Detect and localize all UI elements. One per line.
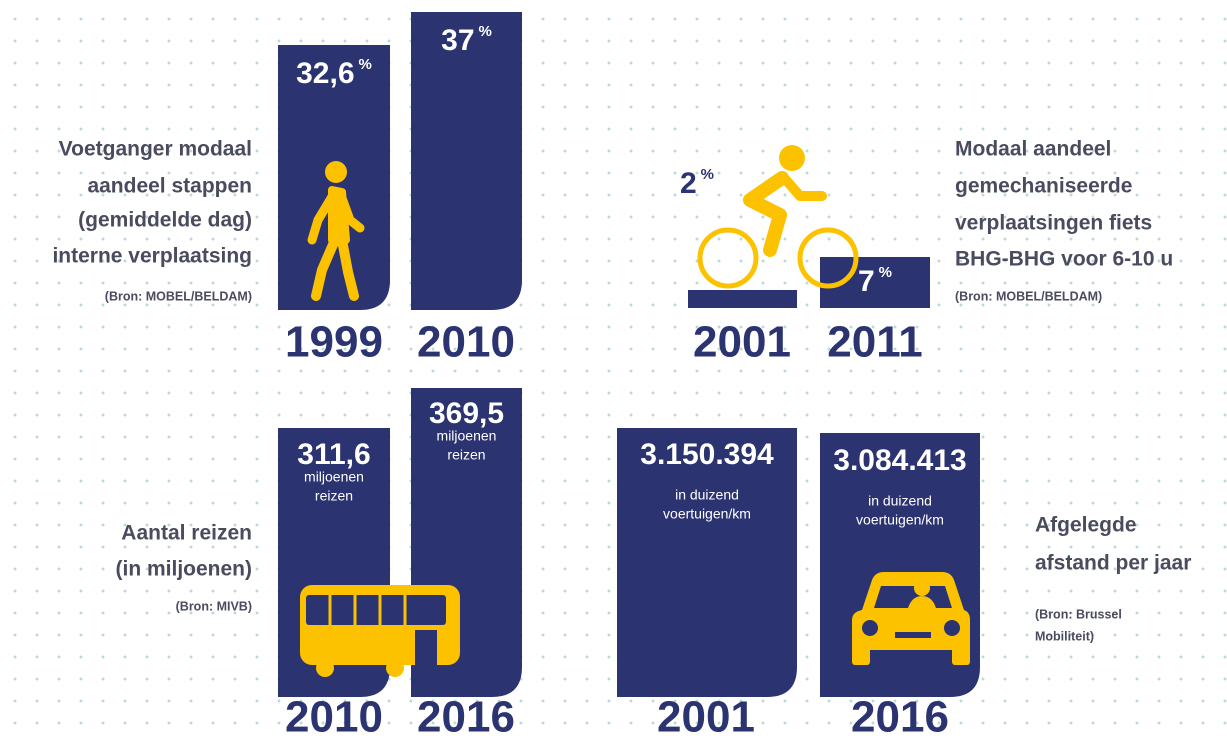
unit: % [879, 264, 892, 281]
panel-label: Afgelegde [1035, 514, 1137, 537]
value-label: 7% [858, 264, 892, 298]
value-label: 37% [441, 23, 492, 57]
value-label: 3.084.413 [833, 444, 966, 477]
value-label: 2% [680, 166, 714, 200]
panel-label: gemechaniseerde [955, 175, 1132, 198]
year-label: 2010 [285, 693, 383, 738]
unit-label: in duizend [675, 487, 739, 503]
panel-label: Aantal reizen [121, 522, 252, 545]
value: 311,6 [297, 438, 370, 471]
panel-label: (in miljoenen) [116, 558, 253, 581]
panel-label: BHG-BHG voor 6-10 u [955, 248, 1173, 271]
source-note: (Bron: MOBEL/BELDAM) [955, 289, 1102, 303]
unit-label: in duizend [868, 493, 932, 509]
value: 2 [680, 167, 697, 200]
panel-label: afstand per jaar [1035, 552, 1191, 575]
bus-icon [300, 585, 460, 677]
value: 32,6 [296, 57, 354, 90]
value: 3.150.394 [640, 438, 774, 471]
unit-label: voertuigen/km [856, 512, 944, 528]
unit: % [479, 23, 492, 40]
value: 3.084.413 [833, 444, 966, 477]
source-note: (Bron: Brussel [1035, 607, 1122, 621]
value: 7 [858, 265, 875, 298]
bar [411, 12, 522, 310]
source-note: (Bron: MIVB) [176, 599, 252, 613]
car-icon [852, 572, 970, 665]
value-label: 32,6% [296, 56, 372, 90]
year-label: 2016 [417, 693, 515, 738]
value-label: 369,5 [429, 397, 504, 430]
source-note: Mobiliteit) [1035, 629, 1094, 643]
year-label: 2016 [851, 693, 949, 738]
bar [617, 428, 797, 697]
panel-label: verplaatsingen fiets [955, 212, 1152, 235]
year-label: 2010 [417, 318, 515, 367]
value-label: 3.150.394 [640, 438, 774, 471]
year-label: 1999 [285, 318, 383, 367]
panel-label: (gemiddelde dag) [78, 209, 252, 232]
bike-icon [697, 145, 859, 289]
year-label: 2011 [827, 318, 922, 367]
source-note: (Bron: MOBEL/BELDAM) [105, 289, 252, 303]
year-label: 2001 [657, 693, 755, 738]
bar [688, 290, 797, 308]
walker-icon [307, 161, 365, 301]
bar [820, 257, 930, 308]
panel-label: interne verplaatsing [52, 245, 252, 268]
unit-label: miljoenen [437, 428, 497, 444]
value-label: 311,6 [297, 438, 370, 471]
unit: % [359, 56, 372, 73]
panel-label: aandeel stappen [87, 175, 252, 198]
year-label: 2001 [693, 318, 791, 367]
value: 369,5 [429, 397, 504, 430]
panel-label: Modaal aandeel [955, 138, 1111, 161]
unit: % [701, 166, 714, 183]
unit-label: voertuigen/km [663, 506, 751, 522]
unit-label: miljoenen [304, 469, 364, 485]
value: 37 [441, 24, 474, 57]
unit-label: reizen [447, 447, 485, 463]
panel-label: Voetganger modaal [59, 138, 252, 161]
unit-label: reizen [315, 488, 353, 504]
